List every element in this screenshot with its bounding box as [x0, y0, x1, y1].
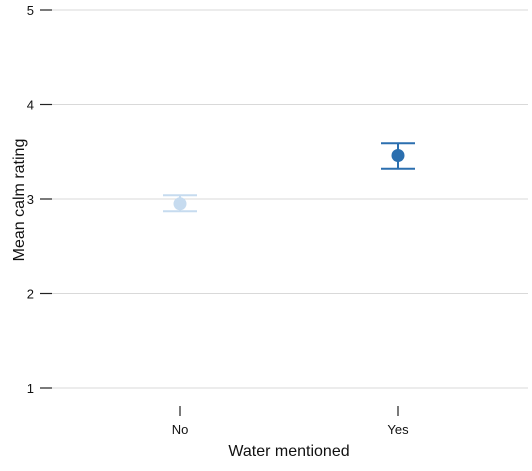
x-axis-title: Water mentioned: [228, 443, 349, 460]
tick-layer: 1 2 3 4 5 No Yes: [27, 3, 409, 437]
grid-layer: [52, 9, 528, 389]
y-tick-label: 2: [27, 287, 34, 302]
x-tick-label: No: [172, 422, 189, 437]
x-tick-label: Yes: [387, 422, 409, 437]
y-tick-label: 3: [27, 192, 34, 207]
data-layer: [163, 142, 415, 213]
y-tick-label: 5: [27, 3, 34, 18]
y-tick-label: 1: [27, 381, 34, 396]
y-axis-title: Mean calm rating: [11, 139, 28, 262]
point-yes: [391, 149, 405, 163]
point-no: [173, 197, 187, 211]
y-tick-label: 4: [27, 98, 34, 113]
